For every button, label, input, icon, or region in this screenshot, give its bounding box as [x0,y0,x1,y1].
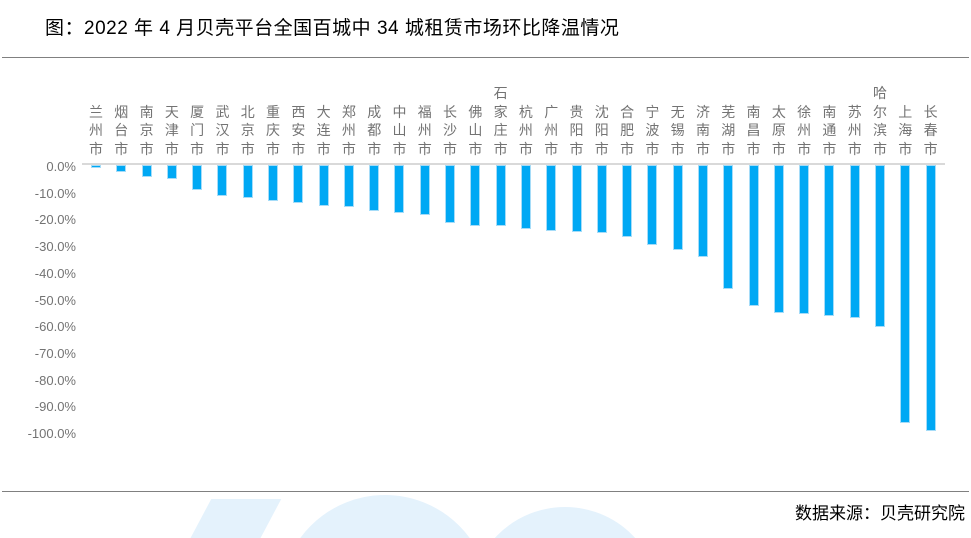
bar-成都市 [369,165,380,211]
bar-南昌市 [748,165,759,306]
bar-南通市 [824,165,835,317]
x-axis-city-label: 合肥市 [620,103,635,157]
x-axis-city-label: 兰州市 [89,103,103,157]
bar-长春市 [925,165,936,431]
bar-太原市 [773,165,784,313]
x-axis-city-label: 长春市 [923,103,938,157]
x-axis-city-label: 宁波市 [645,103,660,157]
x-axis-city-label: 南京市 [139,103,154,157]
x-axis-city-label: 哈尔滨市 [872,85,887,157]
x-axis-city-label: 徐州市 [797,103,812,157]
x-axis-city-label: 沈阳市 [594,103,609,157]
x-axis-city-label: 广州市 [544,103,559,157]
bar-厦门市 [192,165,203,190]
y-axis-tick-label: -70.0% [34,345,76,361]
bar-哈尔滨市 [874,165,885,328]
y-axis-tick-label: -60.0% [34,319,76,335]
y-axis-tick-label: -100.0% [27,426,76,441]
x-axis-city-label: 福州市 [417,103,432,157]
x-axis-city-label: 南昌市 [746,103,761,157]
y-axis-tick-label: -20.0% [34,212,76,228]
bar-芜湖市 [723,165,734,290]
bar-兰州市 [91,165,101,169]
bar-济南市 [697,165,708,257]
bar-北京市 [242,165,253,199]
x-axis-city-label: 大连市 [316,103,331,157]
title-separator-line [2,57,969,58]
x-axis-city-label: 天津市 [164,103,179,157]
bar-重庆市 [268,165,279,201]
bar-郑州市 [343,165,354,207]
y-axis-tick-label: 0.0% [46,159,76,174]
x-axis-city-label: 上海市 [898,103,913,157]
bar-长沙市 [445,165,456,223]
bar-中山市 [394,165,405,214]
y-axis-tick-label: -40.0% [34,265,76,281]
bar-无锡市 [672,165,683,250]
bar-天津市 [166,165,177,179]
bar-上海市 [900,165,911,423]
y-axis-tick-label: -10.0% [34,185,76,201]
watermark-ring [470,507,660,538]
watermark-shape [168,499,282,538]
bar-宁波市 [647,165,658,246]
x-axis-city-label: 杭州市 [518,103,533,157]
watermark-ring [280,495,490,538]
x-axis-city-label: 长沙市 [443,103,458,157]
x-axis-city-label: 北京市 [240,103,255,157]
bar-合肥市 [622,165,633,238]
bar-广州市 [546,165,557,232]
x-axis-city-label: 芜湖市 [721,103,736,157]
y-axis-tick-label: -90.0% [34,399,76,415]
x-axis-city-label: 中山市 [392,103,407,157]
zero-axis-line [82,163,945,165]
footer-separator-line [2,491,969,492]
x-axis-city-label: 西安市 [291,103,306,157]
bar-杭州市 [520,165,531,230]
bar-西安市 [293,165,304,204]
x-axis-city-label: 武汉市 [215,103,230,157]
x-axis-city-label: 佛山市 [468,103,483,157]
chart-title: 图：2022 年 4 月贝壳平台全国百城中 34 城租赁市场环比降温情况 [45,18,620,39]
bar-大连市 [318,165,329,206]
y-axis-tick-label: -50.0% [34,292,76,308]
x-axis-city-label: 太原市 [771,103,786,157]
bar-贵阳市 [571,165,582,232]
y-axis-tick-label: -30.0% [34,239,76,255]
beike-logo-watermark [150,493,710,538]
x-axis-city-label: 石家庄市 [493,85,508,157]
x-axis-city-label: 厦门市 [190,103,205,157]
x-axis-city-label: 成都市 [367,103,382,157]
bar-石家庄市 [495,165,506,226]
x-axis-city-label: 济南市 [695,103,710,157]
x-axis-city-label: 南通市 [822,103,837,157]
bar-徐州市 [799,165,810,314]
x-axis-city-label: 郑州市 [341,103,356,157]
data-source-note: 数据来源：贝壳研究院 [795,504,965,523]
x-axis-city-label: 贵阳市 [569,103,584,157]
bar-福州市 [419,165,430,216]
bar-沈阳市 [596,165,607,233]
y-axis-tick-label: -80.0% [34,372,76,388]
bar-武汉市 [217,165,228,196]
x-axis-city-label: 重庆市 [266,103,281,157]
bar-南京市 [141,165,152,178]
bar-佛山市 [470,165,481,226]
x-axis-city-label: 无锡市 [670,103,685,157]
x-axis-city-label: 烟台市 [114,103,129,157]
bar-苏州市 [849,165,860,318]
bar-烟台市 [116,165,127,172]
x-axis-city-label: 苏州市 [847,103,862,157]
